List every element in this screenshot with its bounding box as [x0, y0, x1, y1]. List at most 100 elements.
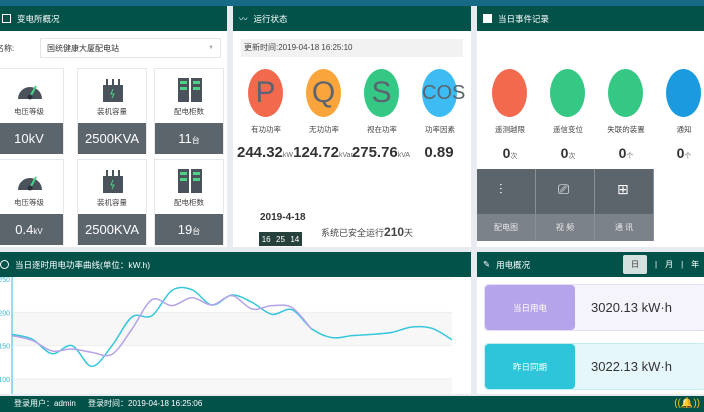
safe-suffix: 天: [404, 228, 414, 238]
clock-second: 14: [290, 234, 300, 244]
card-label: 配电柜数: [174, 107, 204, 116]
today-usage: 当日用电 3020.13 kW·h: [484, 284, 704, 331]
series-line-1: [11, 294, 313, 357]
panel-title: 当日逐时用电功率曲线(单位：kW.h): [15, 259, 151, 270]
meter-icon: [608, 69, 643, 117]
metric-label: 无功功率: [309, 125, 339, 134]
info-card: 配电柜数 19台: [154, 159, 224, 245]
panel-header: ✎ 用电概况 日 | 月 | 年: [477, 252, 704, 277]
event-label: 遥信变位: [553, 125, 583, 134]
card-value: 10kV: [0, 123, 63, 154]
card-label: 装机容量: [97, 107, 127, 116]
info-card: 电压等级 10kV: [0, 68, 64, 154]
tile-label: 视 频: [536, 214, 594, 241]
login-time: 2019-04-18 16:25:06: [128, 399, 203, 408]
today-label: 当日用电: [485, 285, 575, 330]
event-label: 失联的装置: [607, 125, 645, 134]
name-label: 名称:: [0, 43, 15, 53]
card-value: 11台: [155, 123, 223, 154]
event-value: 0个: [676, 145, 692, 161]
tab-month[interactable]: 月: [665, 260, 674, 269]
substation-select[interactable]: 国统健康大厦配电站 ▼: [40, 38, 221, 58]
metric-p-icon: P: [248, 69, 283, 117]
metric-value: 275.76kVA: [351, 144, 411, 161]
metric-label: 视在功率: [367, 125, 397, 134]
clock-hour: 16: [261, 234, 271, 244]
update-time: 更新时间:2019-04-18 16:25:10: [241, 39, 463, 57]
footer: 登录用户：admin 登录时间：2019-04-18 16:25:06 ((🔔)…: [0, 396, 704, 412]
card-value: 2500KVA: [78, 214, 146, 245]
info-card: 配电柜数 11台: [154, 68, 224, 154]
usage-panel: ✎ 用电概况 日 | 月 | 年 当日用电 3020.13 kW·h 昨日同期 3022.…: [477, 252, 704, 394]
tab-separator: |: [681, 260, 684, 269]
yesterday-usage: 昨日同期 3022.13 kW·h: [484, 343, 704, 390]
selected-value: 国统健康大厦配电站: [47, 43, 119, 53]
events-panel: 当日事件记录 遥测越限 0次 遥信变位 0次 失联的装置 0个 通知 0个 ⫶ 配电…: [477, 6, 704, 247]
panel-header: 当日逐时用电功率曲线(单位：kW.h): [0, 252, 471, 277]
metric-value: 0.89: [424, 144, 454, 161]
y-tick-label: 100: [0, 377, 10, 384]
metric-s-icon: S: [364, 69, 399, 117]
tile-label: 通 讯: [595, 214, 653, 241]
clock-icon: [0, 260, 9, 269]
user: admin: [54, 399, 76, 408]
time-label: 登录时间：: [88, 399, 129, 408]
tab-separator: |: [655, 260, 658, 269]
yesterday-value: 3022.13 kW·h: [591, 359, 672, 374]
panel-title: 运行状态: [253, 13, 288, 24]
camera-icon: ⎚: [558, 181, 570, 197]
speaker-icon: [666, 69, 701, 117]
user-label: 登录用户：: [14, 399, 54, 408]
alarm-chart-icon: [492, 69, 527, 117]
metric-value: 244.32kW: [237, 144, 293, 161]
safe-running: 系统已安全运行210天: [321, 225, 413, 239]
tile-label: 配电图: [477, 214, 535, 241]
y-tick-label: 250: [0, 277, 10, 284]
clock: 16 25 14: [259, 232, 302, 246]
bell-icon[interactable]: ((🔔)): [674, 398, 700, 409]
grid-band: [12, 379, 452, 394]
card-label: 配电柜数: [174, 198, 204, 207]
clock-minute: 25: [276, 234, 285, 244]
y-tick-label: 150: [0, 344, 10, 351]
date: 2019-4-18: [260, 212, 306, 223]
chevron-down-icon: ▼: [208, 45, 214, 51]
plug-icon: ✎: [483, 259, 491, 269]
metric-cos-icon: COS: [422, 69, 465, 117]
tab-year[interactable]: 年: [691, 260, 700, 269]
safe-prefix: 系统已安全运行: [321, 228, 385, 238]
signal-change-icon: [550, 69, 585, 117]
yesterday-label: 昨日同期: [485, 344, 575, 389]
card-value: 19台: [155, 214, 223, 245]
card-value: 2500KVA: [78, 123, 146, 154]
event-label: 遥测越限: [495, 125, 525, 134]
metric-label: 有功功率: [251, 125, 281, 134]
metric-q-icon: Q: [306, 69, 341, 117]
power-line-chart: 250 200 150 100: [0, 277, 453, 394]
tab-day[interactable]: 日: [623, 255, 647, 274]
tile-1[interactable]: ⎚ 视 频: [536, 169, 595, 241]
panel-title: 用电概况: [496, 259, 531, 270]
info-card: 电压等级 0.4kV: [0, 159, 64, 245]
safe-days: 210: [384, 225, 405, 239]
top-bar: [0, 0, 704, 6]
document-icon: [2, 14, 11, 23]
info-card: 装机容量 2500KVA: [77, 159, 147, 245]
panel-header: 变电所概况: [0, 6, 227, 31]
info-card: 装机容量 2500KVA: [77, 68, 147, 154]
network-icon: ⊞: [617, 181, 629, 197]
panel-header: 当日事件记录: [477, 6, 704, 31]
grid-band: [12, 312, 452, 346]
event-value: 0个: [618, 145, 634, 161]
today-value: 3020.13 kW·h: [591, 300, 672, 315]
event-value: 0次: [502, 145, 518, 161]
y-tick-label: 200: [0, 310, 10, 317]
trend-icon: 〰: [239, 13, 248, 24]
panel-title: 当日事件记录: [498, 13, 550, 24]
panel-title: 变电所概况: [17, 13, 60, 24]
event-value: 0次: [560, 145, 576, 161]
card-label: 装机容量: [97, 198, 127, 207]
tile-2[interactable]: ⊞ 通 讯: [595, 169, 654, 241]
tile-0[interactable]: ⫶ 配电图: [477, 169, 536, 241]
card-label: 电压等级: [14, 107, 44, 116]
